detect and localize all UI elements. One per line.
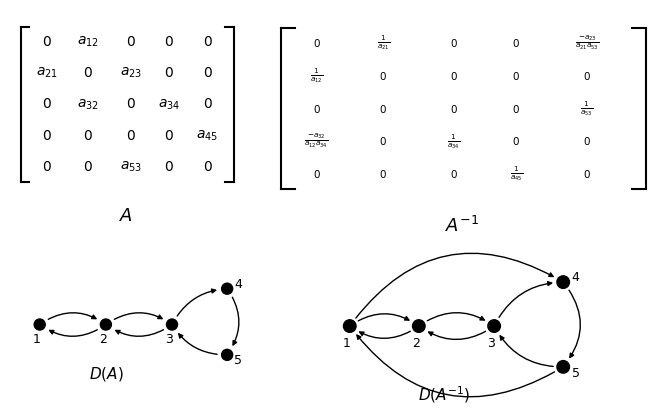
Text: $0$: $0$ [379,135,387,148]
Text: $0$: $0$ [450,37,457,49]
Text: $0$: $0$ [203,97,212,112]
Text: 3: 3 [487,337,495,350]
Circle shape [167,319,177,330]
Text: $\frac{1}{a_{21}}$: $\frac{1}{a_{21}}$ [376,34,390,53]
Text: $D(A^{-1})$: $D(A^{-1})$ [418,385,470,405]
Text: $0$: $0$ [513,103,521,115]
Text: $0$: $0$ [583,135,591,148]
FancyArrowPatch shape [360,331,410,338]
Text: $\frac{1}{a_{34}}$: $\frac{1}{a_{34}}$ [447,132,460,150]
Text: $0$: $0$ [126,97,136,112]
Text: $a_{34}$: $a_{34}$ [158,97,181,112]
Text: $0$: $0$ [164,66,174,80]
Text: 1: 1 [33,334,41,347]
Text: $0$: $0$ [164,160,174,174]
Text: $0$: $0$ [513,135,521,148]
FancyArrowPatch shape [50,330,98,336]
Text: $\frac{-a_{23}}{a_{21}a_{53}}$: $\frac{-a_{23}}{a_{21}a_{53}}$ [575,34,599,52]
Text: $0$: $0$ [42,160,52,174]
FancyArrowPatch shape [179,334,217,354]
Text: $a_{45}$: $a_{45}$ [197,129,218,143]
Text: $0$: $0$ [450,103,457,115]
Circle shape [222,283,232,294]
Text: $0$: $0$ [42,35,52,49]
Text: $0$: $0$ [42,129,52,143]
Text: $0$: $0$ [513,37,521,49]
Text: 4: 4 [572,270,580,283]
Text: 4: 4 [234,278,242,291]
Text: $\frac{1}{a_{45}}$: $\frac{1}{a_{45}}$ [510,165,523,183]
FancyArrowPatch shape [356,253,553,318]
Text: $\frac{-a_{32}}{a_{12}a_{34}}$: $\frac{-a_{32}}{a_{12}a_{34}}$ [304,132,329,150]
FancyArrowPatch shape [499,282,552,317]
FancyArrowPatch shape [48,313,96,319]
Text: $0$: $0$ [313,103,321,115]
Text: $A^{-1}$: $A^{-1}$ [444,217,479,237]
Text: 2: 2 [99,334,107,347]
Text: $A$: $A$ [119,207,133,225]
FancyArrowPatch shape [116,330,163,336]
Text: $0$: $0$ [126,129,136,143]
Text: $0$: $0$ [583,70,591,82]
Circle shape [222,349,232,360]
FancyArrowPatch shape [232,297,239,345]
Circle shape [557,361,570,373]
FancyArrowPatch shape [177,289,216,316]
Text: $0$: $0$ [164,35,174,49]
FancyArrowPatch shape [357,335,554,397]
Text: $0$: $0$ [379,168,387,180]
Circle shape [35,319,45,330]
Text: $0$: $0$ [83,66,93,80]
Text: $0$: $0$ [203,35,212,49]
FancyArrowPatch shape [114,313,162,319]
Text: $0$: $0$ [83,160,93,174]
Text: $0$: $0$ [450,168,457,180]
Circle shape [557,276,570,288]
Circle shape [412,320,425,332]
Text: $0$: $0$ [126,35,136,49]
FancyArrowPatch shape [500,336,553,367]
Text: $0$: $0$ [379,70,387,82]
Text: $0$: $0$ [83,129,93,143]
FancyArrowPatch shape [429,331,485,339]
Text: 5: 5 [572,367,580,380]
Circle shape [343,320,356,332]
Text: $0$: $0$ [203,66,212,80]
Text: $0$: $0$ [313,37,321,49]
Circle shape [100,319,112,330]
Text: $0$: $0$ [42,97,52,112]
Text: $a_{12}$: $a_{12}$ [77,35,99,49]
Text: $\frac{1}{a_{53}}$: $\frac{1}{a_{53}}$ [580,99,594,118]
Text: $0$: $0$ [164,129,174,143]
Text: 2: 2 [412,337,420,350]
Text: $\frac{1}{a_{12}}$: $\frac{1}{a_{12}}$ [310,67,323,85]
Text: 3: 3 [165,334,173,347]
Text: $0$: $0$ [450,70,457,82]
Circle shape [488,320,501,332]
Text: $a_{53}$: $a_{53}$ [120,160,142,174]
FancyArrowPatch shape [359,314,409,321]
Text: $a_{32}$: $a_{32}$ [77,97,99,112]
Text: $0$: $0$ [313,168,321,180]
Text: $0$: $0$ [203,160,212,174]
FancyArrowPatch shape [569,290,580,357]
Text: $D(A)$: $D(A)$ [88,365,124,383]
Text: $0$: $0$ [583,168,591,180]
FancyArrowPatch shape [428,313,484,321]
Text: 1: 1 [343,337,351,350]
Text: 5: 5 [234,354,242,367]
Text: $0$: $0$ [379,103,387,115]
Text: $a_{23}$: $a_{23}$ [120,66,142,80]
Text: $0$: $0$ [513,70,521,82]
Text: $a_{21}$: $a_{21}$ [37,66,58,80]
